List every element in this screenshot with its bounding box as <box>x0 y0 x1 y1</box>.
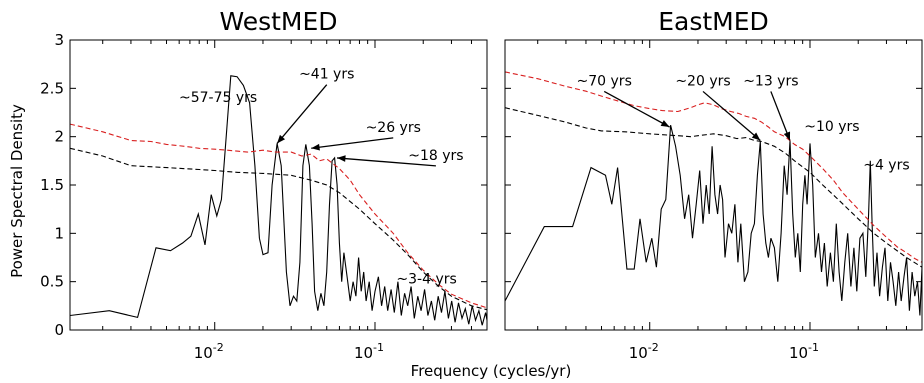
annotation-label: ~4 yrs <box>863 158 909 174</box>
black-dashed-threshold <box>70 147 487 311</box>
x-tick-exponent: -1 <box>808 341 819 354</box>
spectrum-line <box>70 75 487 326</box>
x-tick-exponent: -2 <box>648 341 659 354</box>
annotation-label: ~20 yrs <box>675 73 730 89</box>
x-tick-label: 10-2 <box>194 341 224 362</box>
annotation-label: ~57-75 yrs <box>179 90 257 106</box>
arrow-head <box>337 155 346 162</box>
red-dashed-threshold <box>505 71 922 263</box>
plot-frame <box>69 39 488 331</box>
black-dashed-threshold <box>505 107 922 268</box>
series-group <box>70 75 487 326</box>
westmed-panel: WestMED 0 0.5 1 1.5 2 2.5 3 10-2 10-1 ~57-75 yrs ~4… <box>40 7 488 362</box>
annotation-arrow <box>337 157 436 167</box>
arrow-head <box>277 134 286 144</box>
red-dashed-threshold <box>70 123 487 309</box>
annotation-label: ~18 yrs <box>408 148 463 164</box>
arrow-head <box>311 143 320 151</box>
y-axis-label: Power Spectral Density <box>8 104 26 278</box>
annotation-arrow <box>311 137 394 149</box>
y-tick-label: 1 <box>54 224 64 242</box>
annotation-label: ~26 yrs <box>366 120 421 136</box>
annotation-label: ~70 yrs <box>577 73 632 89</box>
y-tick-label: 0.5 <box>40 273 64 291</box>
x-axis-label: Frequency (cycles/yr) <box>411 362 572 380</box>
x-tick-label: 10-1 <box>354 341 384 362</box>
x-tick-exponent: -1 <box>373 341 384 354</box>
y-tick-label: 2.5 <box>40 79 64 97</box>
annotation-label: ~13 yrs <box>743 73 798 89</box>
y-tick-label: 1.5 <box>40 176 64 194</box>
x-tick-exponent: -2 <box>213 341 224 354</box>
plot-frame <box>504 39 923 331</box>
arrow-head <box>751 132 761 141</box>
annotation-arrow <box>770 91 791 141</box>
x-tick-label: 10-2 <box>629 341 659 362</box>
panel-title: WestMED <box>219 7 337 36</box>
arrow-head <box>660 120 670 127</box>
annotation-label: ~10 yrs <box>804 119 859 135</box>
annotation-label: ~41 yrs <box>299 67 354 83</box>
spectrum-line <box>505 124 922 316</box>
eastmed-panel: EastMED 10-2 10-1 ~70 yrs ~20 yrs ~13 yrs ~10 … <box>504 7 923 362</box>
y-tick-label: 2 <box>54 128 64 146</box>
annotation-arrow <box>276 84 328 144</box>
arrow-head <box>783 131 791 141</box>
y-tick-label: 3 <box>54 31 64 49</box>
y-tick-label: 0 <box>54 321 64 339</box>
annotation-arrow <box>702 90 761 142</box>
series-group <box>505 71 922 316</box>
panel-title: EastMED <box>658 7 769 36</box>
annotation-label: ~3-4 yrs <box>396 272 456 288</box>
annotation-arrow <box>603 90 670 128</box>
x-tick-label: 10-1 <box>789 341 819 362</box>
